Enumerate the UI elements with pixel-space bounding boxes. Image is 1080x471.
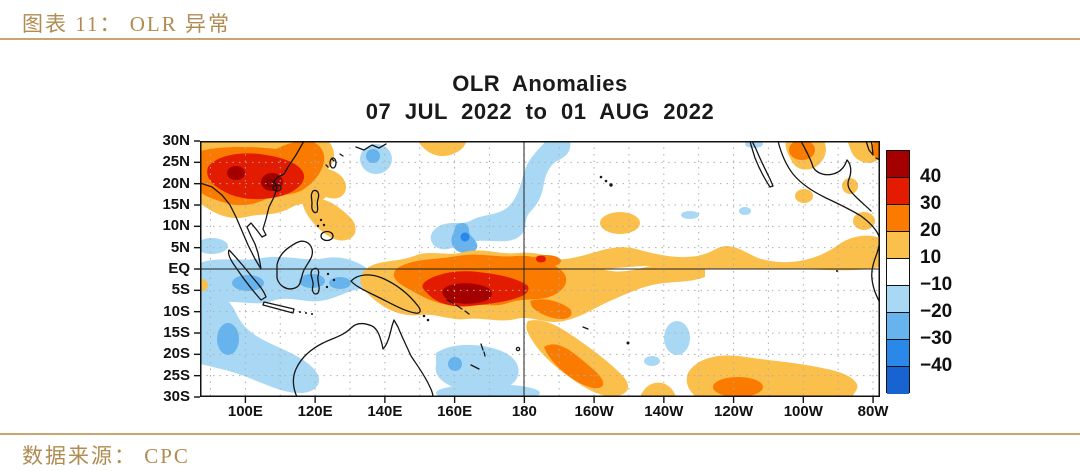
- chart-title: OLR Anomalies: [452, 71, 628, 96]
- x-tick-label: 180: [511, 403, 537, 420]
- y-tick-label: 5S: [171, 281, 190, 299]
- data-source: 数据来源： CPC: [22, 444, 190, 468]
- y-tick-label: 30N: [162, 132, 190, 149]
- x-tick-label: 100E: [227, 403, 263, 420]
- graticule-dotted-grid: [200, 141, 880, 397]
- colorbar-cell: [887, 151, 909, 178]
- y-tick-label: 5N: [170, 238, 190, 256]
- negative-anomaly-shading: [200, 141, 763, 397]
- x-tick-label: 120E: [297, 403, 333, 420]
- colorbar-tick-label: −10: [920, 274, 953, 295]
- positive-anomaly-shading: [200, 141, 880, 397]
- y-tick-label: 25S: [163, 366, 190, 384]
- colorbar: [886, 150, 910, 394]
- colorbar-cell: [887, 340, 909, 367]
- colorbar-cell: [887, 178, 909, 205]
- colorbar-cell: [887, 259, 909, 286]
- x-tick-label: 160E: [437, 403, 473, 420]
- y-tick-label: 10N: [162, 217, 190, 235]
- colorbar-tick-label: 10: [920, 247, 942, 268]
- y-tick-label: EQ: [168, 260, 190, 277]
- y-tick-label: 30S: [163, 388, 190, 405]
- x-tick-label: 80W: [857, 403, 889, 420]
- colorbar-tick-label: −40: [920, 355, 953, 376]
- x-tick-label: 140E: [367, 403, 403, 420]
- top-divider: [0, 38, 1080, 40]
- x-tick-label: 160W: [574, 403, 614, 420]
- axis-ticks: [194, 140, 874, 403]
- map-border: [200, 141, 880, 397]
- colorbar-cell: [887, 232, 909, 259]
- colorbar-cell: [887, 313, 909, 340]
- bottom-divider: [0, 433, 1080, 435]
- y-tick-label: 20N: [162, 174, 190, 192]
- y-tick-label: 15N: [162, 196, 190, 213]
- y-tick-label: 25N: [162, 153, 190, 171]
- colorbar-tick-label: 20: [920, 220, 942, 241]
- figure-caption: 图表 11： OLR 异常: [22, 12, 231, 36]
- colorbar-tick-label: −20: [920, 301, 953, 322]
- x-tick-label: 100W: [783, 403, 823, 420]
- y-tick-label: 20S: [163, 345, 190, 363]
- chart-subtitle: 07 JUL 2022 to 01 AUG 2022: [365, 99, 715, 124]
- colorbar-tick-label: 30: [920, 193, 942, 214]
- colorbar-tick-label: −30: [920, 328, 953, 349]
- coastlines: [200, 141, 880, 397]
- reference-lines: [200, 141, 880, 397]
- colorbar-cell: [887, 367, 909, 394]
- x-tick-label: 140W: [644, 403, 684, 420]
- colorbar-cell: [887, 286, 909, 313]
- y-tick-label: 10S: [163, 302, 190, 320]
- tropical-cyclone-symbol: [266, 179, 274, 187]
- colorbar-cell: [887, 205, 909, 232]
- y-tick-label: 15S: [163, 324, 190, 341]
- colorbar-tick-label: 40: [920, 166, 942, 187]
- x-tick-label: 120W: [713, 403, 754, 420]
- olr-anomaly-map: [194, 140, 880, 403]
